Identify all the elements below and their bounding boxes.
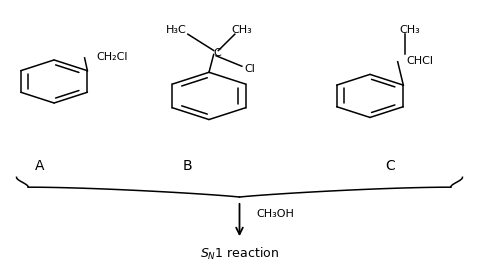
Text: C: C bbox=[385, 158, 395, 173]
Text: A: A bbox=[35, 158, 45, 173]
Text: CH₂Cl: CH₂Cl bbox=[96, 51, 128, 62]
Text: $S_N$1 reaction: $S_N$1 reaction bbox=[200, 245, 279, 262]
Text: H₃C: H₃C bbox=[166, 25, 186, 35]
Text: CH₃OH: CH₃OH bbox=[256, 209, 294, 219]
Text: CH₃: CH₃ bbox=[399, 25, 420, 35]
Text: C: C bbox=[214, 48, 221, 58]
Text: CHCl: CHCl bbox=[406, 56, 433, 66]
Text: B: B bbox=[183, 158, 193, 173]
Text: CH₃: CH₃ bbox=[231, 25, 252, 35]
Text: Cl: Cl bbox=[244, 64, 255, 74]
